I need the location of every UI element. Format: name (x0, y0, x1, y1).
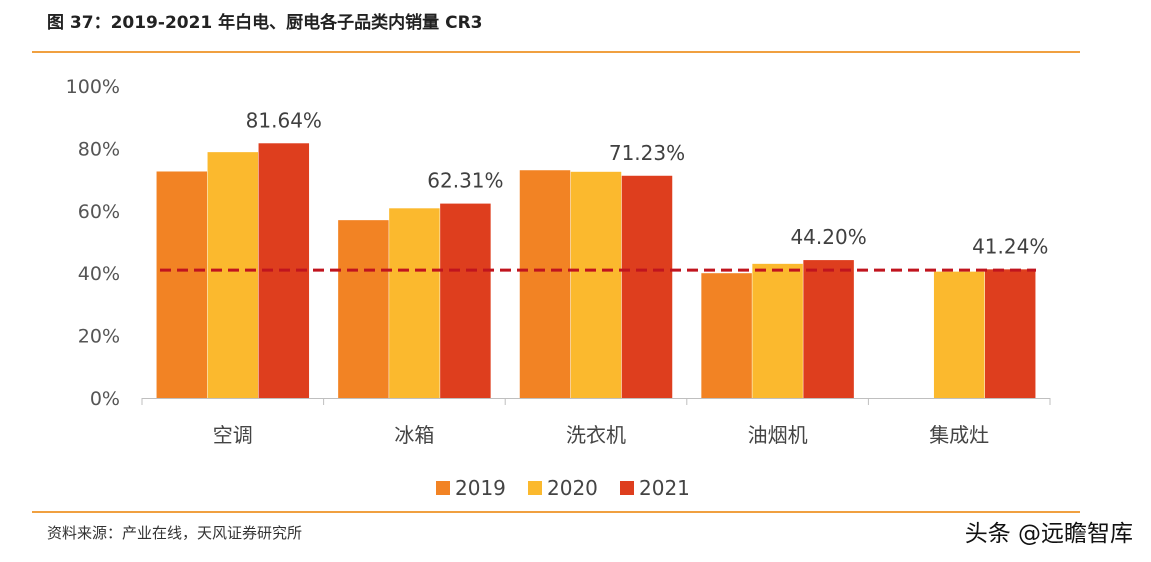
bar-2021-2 (621, 175, 673, 398)
title-divider (32, 51, 1080, 53)
y-tick-label: 60% (78, 201, 120, 223)
x-category-label: 集成灶 (929, 423, 989, 447)
footer-divider (32, 511, 1080, 513)
y-tick-label: 0% (90, 388, 120, 410)
legend-label-2019: 2019 (455, 476, 506, 500)
x-category-label: 空调 (213, 423, 253, 447)
bar-2020-4 (933, 271, 985, 398)
bar-2021-1 (440, 203, 491, 398)
data-label: 41.24% (972, 234, 1048, 258)
data-label: 81.64% (246, 108, 322, 132)
legend-swatch-2019 (436, 481, 450, 495)
data-label: 44.20% (790, 225, 866, 249)
bar-2020-0 (207, 152, 259, 398)
x-category-label: 油烟机 (748, 423, 808, 447)
x-axis-category-labels: 空调 冰箱 洗衣机 油烟机 集成灶 (213, 423, 989, 447)
bar-2020-1 (389, 208, 440, 398)
legend: 2019 2020 2021 (436, 476, 690, 500)
y-tick-label: 40% (78, 263, 120, 285)
x-axis-ticks (141, 398, 1051, 405)
legend-label-2021: 2021 (639, 476, 690, 500)
bar-2020-2 (570, 171, 622, 398)
x-category-label: 洗衣机 (566, 423, 626, 447)
y-axis-tick-labels: 0% 20% 40% 60% 80% 100% (66, 76, 120, 410)
y-tick-label: 20% (78, 326, 120, 348)
data-label: 62.31% (427, 169, 503, 193)
figure-title: 图 37：2019-2021 年白电、厨电各子品类内销量 CR3 (47, 13, 483, 33)
x-category-label: 冰箱 (394, 423, 434, 447)
legend-label-2020: 2020 (547, 476, 598, 500)
watermark: 头条 @远瞻智库 (964, 521, 1133, 547)
bar-2019-0 (156, 171, 208, 398)
legend-swatch-2021 (620, 481, 634, 495)
data-label: 71.23% (609, 141, 685, 165)
bar-2021-3 (803, 260, 854, 398)
bar-2021-4 (984, 269, 1036, 398)
y-tick-label: 80% (78, 138, 120, 160)
legend-swatch-2020 (528, 481, 542, 495)
data-labels: 81.64% 62.31% 71.23% 44.20% 41.24% (246, 108, 1049, 258)
bar-2019-2 (519, 170, 571, 398)
y-tick-label: 100% (66, 76, 120, 98)
bar-2019-3 (701, 273, 752, 398)
bar-2020-3 (752, 263, 803, 398)
bar-2019-1 (338, 220, 389, 398)
source-note: 资料来源：产业在线，天风证券研究所 (47, 524, 303, 542)
